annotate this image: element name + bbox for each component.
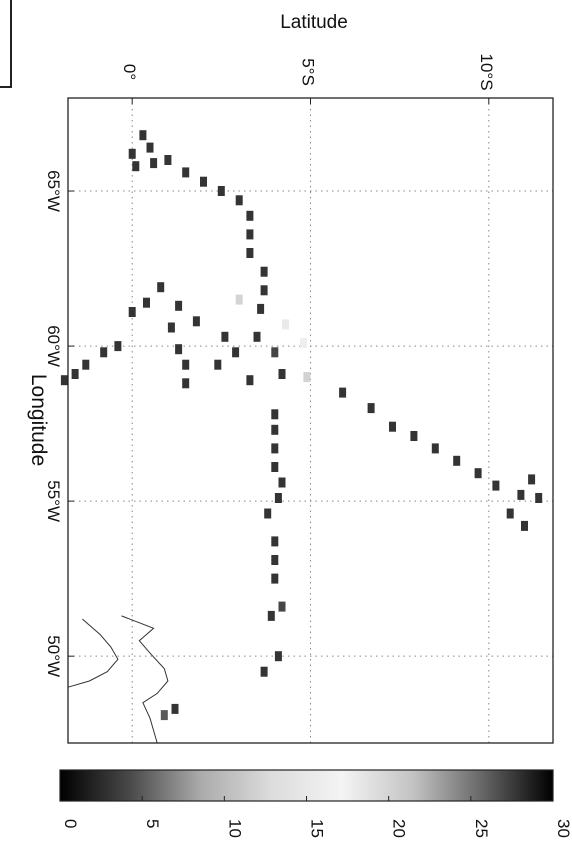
data-cell — [167, 322, 175, 333]
data-cell — [299, 338, 307, 348]
coastline — [121, 615, 169, 744]
data-cell — [232, 347, 240, 358]
data-cell — [100, 347, 108, 358]
lon-tick-label: 55°W — [44, 480, 63, 522]
data-cell — [521, 520, 528, 531]
page-edge-mark — [0, 0, 12, 88]
data-cell — [257, 303, 265, 314]
data-cell — [492, 480, 500, 491]
data-cell — [164, 155, 172, 165]
data-cell — [271, 409, 279, 420]
data-cell — [175, 300, 183, 311]
colorbar-tick-label: 15 — [308, 819, 327, 838]
data-cell — [246, 210, 254, 221]
data-cell — [235, 195, 243, 206]
data-cell — [278, 369, 286, 379]
data-cell — [453, 455, 461, 466]
data-cell — [410, 431, 418, 441]
data-cell — [517, 489, 525, 500]
data-cell — [246, 229, 254, 240]
lat-tick-label: 5°S — [299, 58, 318, 86]
colorbar-tick-label: 10 — [225, 819, 244, 838]
data-cell — [182, 359, 190, 370]
lon-tick-label: 50°W — [44, 635, 63, 677]
data-cell — [274, 651, 282, 662]
data-cell — [160, 710, 168, 721]
data-cell — [157, 282, 165, 293]
data-cell — [139, 130, 147, 141]
colorbar-tick-label: 25 — [472, 819, 491, 838]
colorbar: 0 5 10 15 20 25 30 — [59, 769, 572, 838]
data-cell — [171, 703, 179, 714]
data-cell — [271, 573, 279, 584]
data-cell — [260, 266, 268, 277]
data-cell — [260, 285, 268, 296]
data-cell — [143, 297, 150, 308]
colorbar-tick-label: 20 — [390, 819, 409, 838]
data-cell — [82, 359, 90, 370]
data-cell — [474, 468, 482, 479]
data-cell — [200, 176, 207, 187]
data-cell — [192, 316, 200, 327]
data-cell — [339, 387, 347, 398]
plot-background — [68, 98, 553, 743]
x-axis-title: Longitude — [27, 374, 50, 466]
data-cell — [217, 186, 225, 196]
data-cell — [128, 148, 136, 159]
data-cell — [389, 421, 396, 432]
colorbar-tick-label: 0 — [61, 819, 80, 828]
lon-tick-label: 60°W — [44, 325, 63, 367]
data-cell — [535, 493, 543, 503]
data-cell — [282, 319, 289, 330]
data-cell — [367, 403, 375, 414]
colorbar-tick-label: 30 — [554, 819, 572, 838]
data-cell — [431, 443, 439, 454]
data-cell — [274, 493, 282, 503]
data-cell — [271, 555, 279, 565]
data-cell — [271, 536, 279, 547]
data-cell — [267, 610, 275, 621]
data-cell — [182, 167, 190, 178]
data-cell — [528, 474, 536, 485]
data-cell — [246, 248, 254, 258]
data-cell — [303, 372, 311, 383]
data-cell — [71, 369, 79, 379]
data-cell — [253, 331, 261, 342]
data-cell — [214, 359, 222, 370]
data-cell — [264, 508, 272, 519]
data-cell — [278, 601, 286, 612]
data-cell — [221, 331, 229, 342]
data-cell — [128, 307, 136, 317]
lat-tick-label: 10°S — [477, 53, 496, 90]
colorbar-tick-label: 5 — [143, 819, 162, 828]
plot-area: 0° 5°S 10°S 65°W 60°W 55°W 50°W — [44, 53, 554, 744]
data-cell — [235, 294, 243, 305]
data-cell — [271, 443, 279, 454]
data-cell — [132, 161, 140, 172]
data-cell — [506, 508, 514, 519]
lat-tick-label: 0° — [120, 64, 139, 80]
data-cell — [271, 462, 279, 472]
lon-tick-label: 65°W — [44, 170, 63, 212]
data-cell — [175, 344, 183, 355]
data-cell — [246, 375, 254, 386]
coastline-segment — [67, 618, 119, 688]
data-cell — [271, 347, 279, 358]
data-cell — [182, 378, 190, 389]
data-cell — [271, 424, 279, 435]
data-cell — [114, 341, 122, 352]
data-cell — [60, 375, 68, 386]
data-cell — [146, 142, 154, 153]
y-axis-title: Latitude — [280, 12, 348, 33]
data-cell — [150, 158, 158, 169]
data-cell — [278, 477, 286, 488]
data-cell — [260, 666, 268, 677]
